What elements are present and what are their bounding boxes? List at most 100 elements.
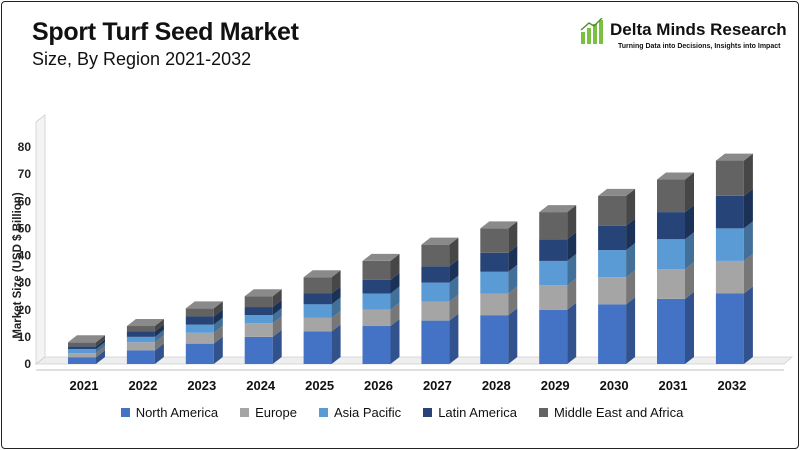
bar-segment-side (96, 342, 105, 354)
bar-segment (715, 195, 744, 229)
bar-segment-side (272, 300, 282, 316)
legend-swatch (318, 408, 328, 417)
bar-segment (244, 315, 273, 324)
chart-side-wall (35, 114, 46, 365)
bar-top (185, 301, 223, 309)
bar-segment (539, 212, 568, 240)
bar-segment (480, 252, 509, 272)
bar-segment (303, 317, 332, 332)
chart-title: Sport Turf Seed Market (32, 18, 299, 46)
bar-segment-side (96, 346, 105, 358)
bar-segment-side (567, 253, 577, 286)
bar-segment-side (331, 270, 341, 294)
bar-segment (244, 296, 273, 308)
bar-segment-side (567, 232, 577, 261)
bar-segment (185, 316, 214, 325)
legend-label: Europe (255, 405, 297, 420)
bar-segment (362, 279, 391, 294)
bar-segment (598, 304, 627, 364)
y-tick-label: 80 (18, 140, 32, 154)
bar-segment (598, 225, 627, 251)
bar-segment-side (331, 310, 341, 332)
bar-segment-side (685, 262, 694, 299)
bar-top (421, 237, 459, 245)
bar-segment-side (272, 289, 282, 308)
x-tick-label: 2025 (305, 378, 334, 393)
bar-top (539, 205, 577, 213)
bar-segment-side (154, 319, 164, 332)
bar-segment (715, 260, 744, 294)
legend-item: Middle East and Africa (538, 405, 684, 420)
bar-top (68, 335, 105, 343)
bar-segment-side (390, 319, 400, 364)
bar-segment-side (508, 245, 518, 272)
bar-segment-side (743, 253, 753, 294)
x-tick-label: 2030 (600, 378, 629, 393)
bar-segment-side (272, 316, 282, 337)
bar-segment-side (626, 243, 636, 278)
bar-segment-side (508, 264, 518, 294)
bar-segment (185, 324, 214, 333)
legend-swatch (120, 408, 130, 417)
bar-segment-side (743, 153, 753, 196)
bar-segment (657, 239, 685, 270)
bar-segment (598, 277, 627, 305)
bar-top (303, 270, 341, 278)
bar-segment (244, 307, 273, 316)
bar-segment-side (626, 218, 636, 251)
bar-segment (126, 331, 155, 337)
bar-segment (715, 293, 744, 364)
bar-segment-side (449, 275, 459, 302)
bar-segment-side (213, 309, 223, 325)
bar-segment (68, 346, 96, 350)
chart-legend: North America Europe Asia Pacific Latin Ame… (2, 405, 798, 420)
x-tick-label: 2031 (659, 378, 688, 393)
bar-segment (68, 353, 96, 358)
bar-segment-side (508, 221, 518, 253)
bar-segment-side (390, 253, 400, 280)
y-axis-title: Market Size (USD $ Billion) (12, 192, 24, 339)
bar-segment-side (390, 272, 400, 294)
bar-segment-side (96, 335, 105, 347)
legend-item: Asia Pacific (318, 405, 401, 420)
bar-segment (715, 160, 744, 196)
bar-segment-side (96, 339, 105, 350)
legend-swatch (240, 408, 250, 417)
bar-segment-side (626, 270, 636, 305)
bar-growth-icon (580, 18, 603, 44)
bar-segment (421, 320, 450, 364)
bar-segment-side (154, 329, 164, 343)
bar-segment (480, 228, 509, 253)
bar-segment-side (626, 188, 636, 226)
bar-segment (244, 323, 273, 337)
bar-segment-side (567, 205, 577, 240)
bar-segment-side (154, 343, 164, 364)
bar-segment-side (743, 221, 753, 261)
bar-segment (598, 195, 627, 226)
bar-segment (480, 293, 509, 316)
bar-segment-side (213, 336, 223, 364)
bar-segment-side (213, 317, 223, 333)
bar-segment (68, 342, 96, 347)
logo-tagline: Turning Data into Decisions, Insights in… (618, 43, 781, 50)
x-tick-label: 2024 (246, 378, 276, 393)
y-tick-label: 70 (18, 167, 32, 181)
y-tick-label: 10 (18, 330, 32, 344)
bar-segment (539, 285, 568, 310)
bar-segment (421, 301, 450, 321)
bar-segment (657, 269, 685, 299)
y-tick-label: 50 (18, 221, 32, 235)
bar-segment (68, 349, 96, 354)
x-tick-label: 2027 (423, 378, 452, 393)
x-tick-label: 2023 (187, 378, 216, 393)
bar-segment (657, 212, 685, 240)
legend-label: Middle East and Africa (553, 405, 684, 420)
bar-top (362, 253, 400, 261)
bar-segment (539, 260, 568, 286)
bar-segment-side (449, 237, 459, 267)
bar-segment (539, 309, 568, 364)
bar-segment (303, 331, 332, 364)
bar-segment-side (449, 313, 459, 364)
